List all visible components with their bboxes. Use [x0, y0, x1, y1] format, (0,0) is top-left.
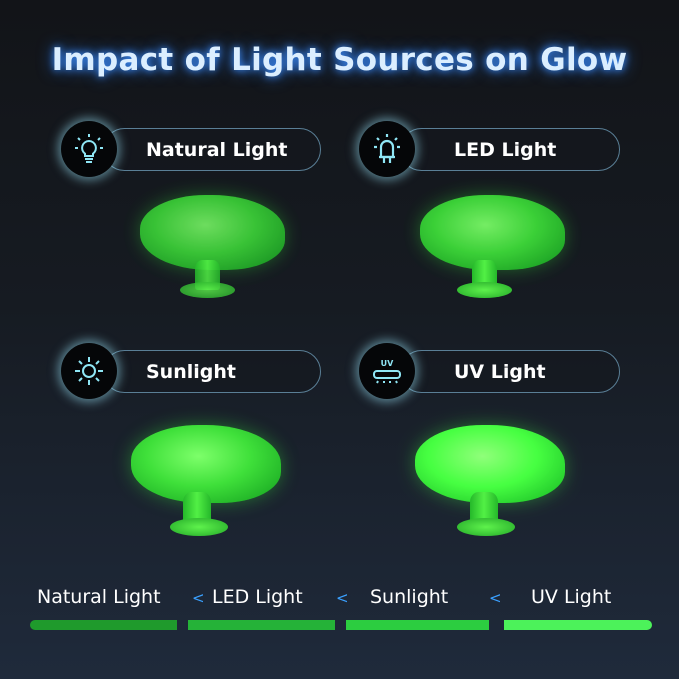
card-uv-light: UV Light: [400, 350, 620, 393]
glowing-tree-natural: [135, 190, 290, 305]
glow-bar-sunlight: [346, 620, 489, 630]
glowing-tree-led: [415, 190, 570, 305]
uv-lamp-icon: UV: [359, 343, 415, 399]
less-than-symbol: <: [192, 589, 205, 607]
lightbulb-icon: [61, 121, 117, 177]
scale-label-sunlight: Sunlight: [370, 586, 449, 608]
glowing-tree-uv: [412, 420, 572, 540]
less-than-symbol: <: [489, 589, 502, 607]
scale-label-led: LED Light: [212, 586, 303, 608]
page-title: Impact of Light Sources on Glow: [51, 42, 628, 78]
glow-bar-uv: [504, 620, 652, 630]
scale-label-uv: UV Light: [531, 586, 612, 608]
card-label: UV Light: [454, 361, 546, 383]
led-icon: [359, 121, 415, 177]
scale-label-natural: Natural Light: [37, 586, 161, 608]
card-label: LED Light: [454, 139, 557, 161]
less-than-symbol: <: [336, 589, 349, 607]
card-led-light: LED Light: [400, 128, 620, 171]
card-label: Natural Light: [146, 139, 288, 161]
glow-bar-led: [188, 620, 335, 630]
glowing-tree-sunlight: [128, 420, 288, 540]
glow-bar-natural: [30, 620, 177, 630]
card-label: Sunlight: [146, 361, 236, 383]
card-natural-light: Natural Light: [103, 128, 321, 171]
sun-icon: [61, 343, 117, 399]
card-sunlight: Sunlight: [103, 350, 321, 393]
